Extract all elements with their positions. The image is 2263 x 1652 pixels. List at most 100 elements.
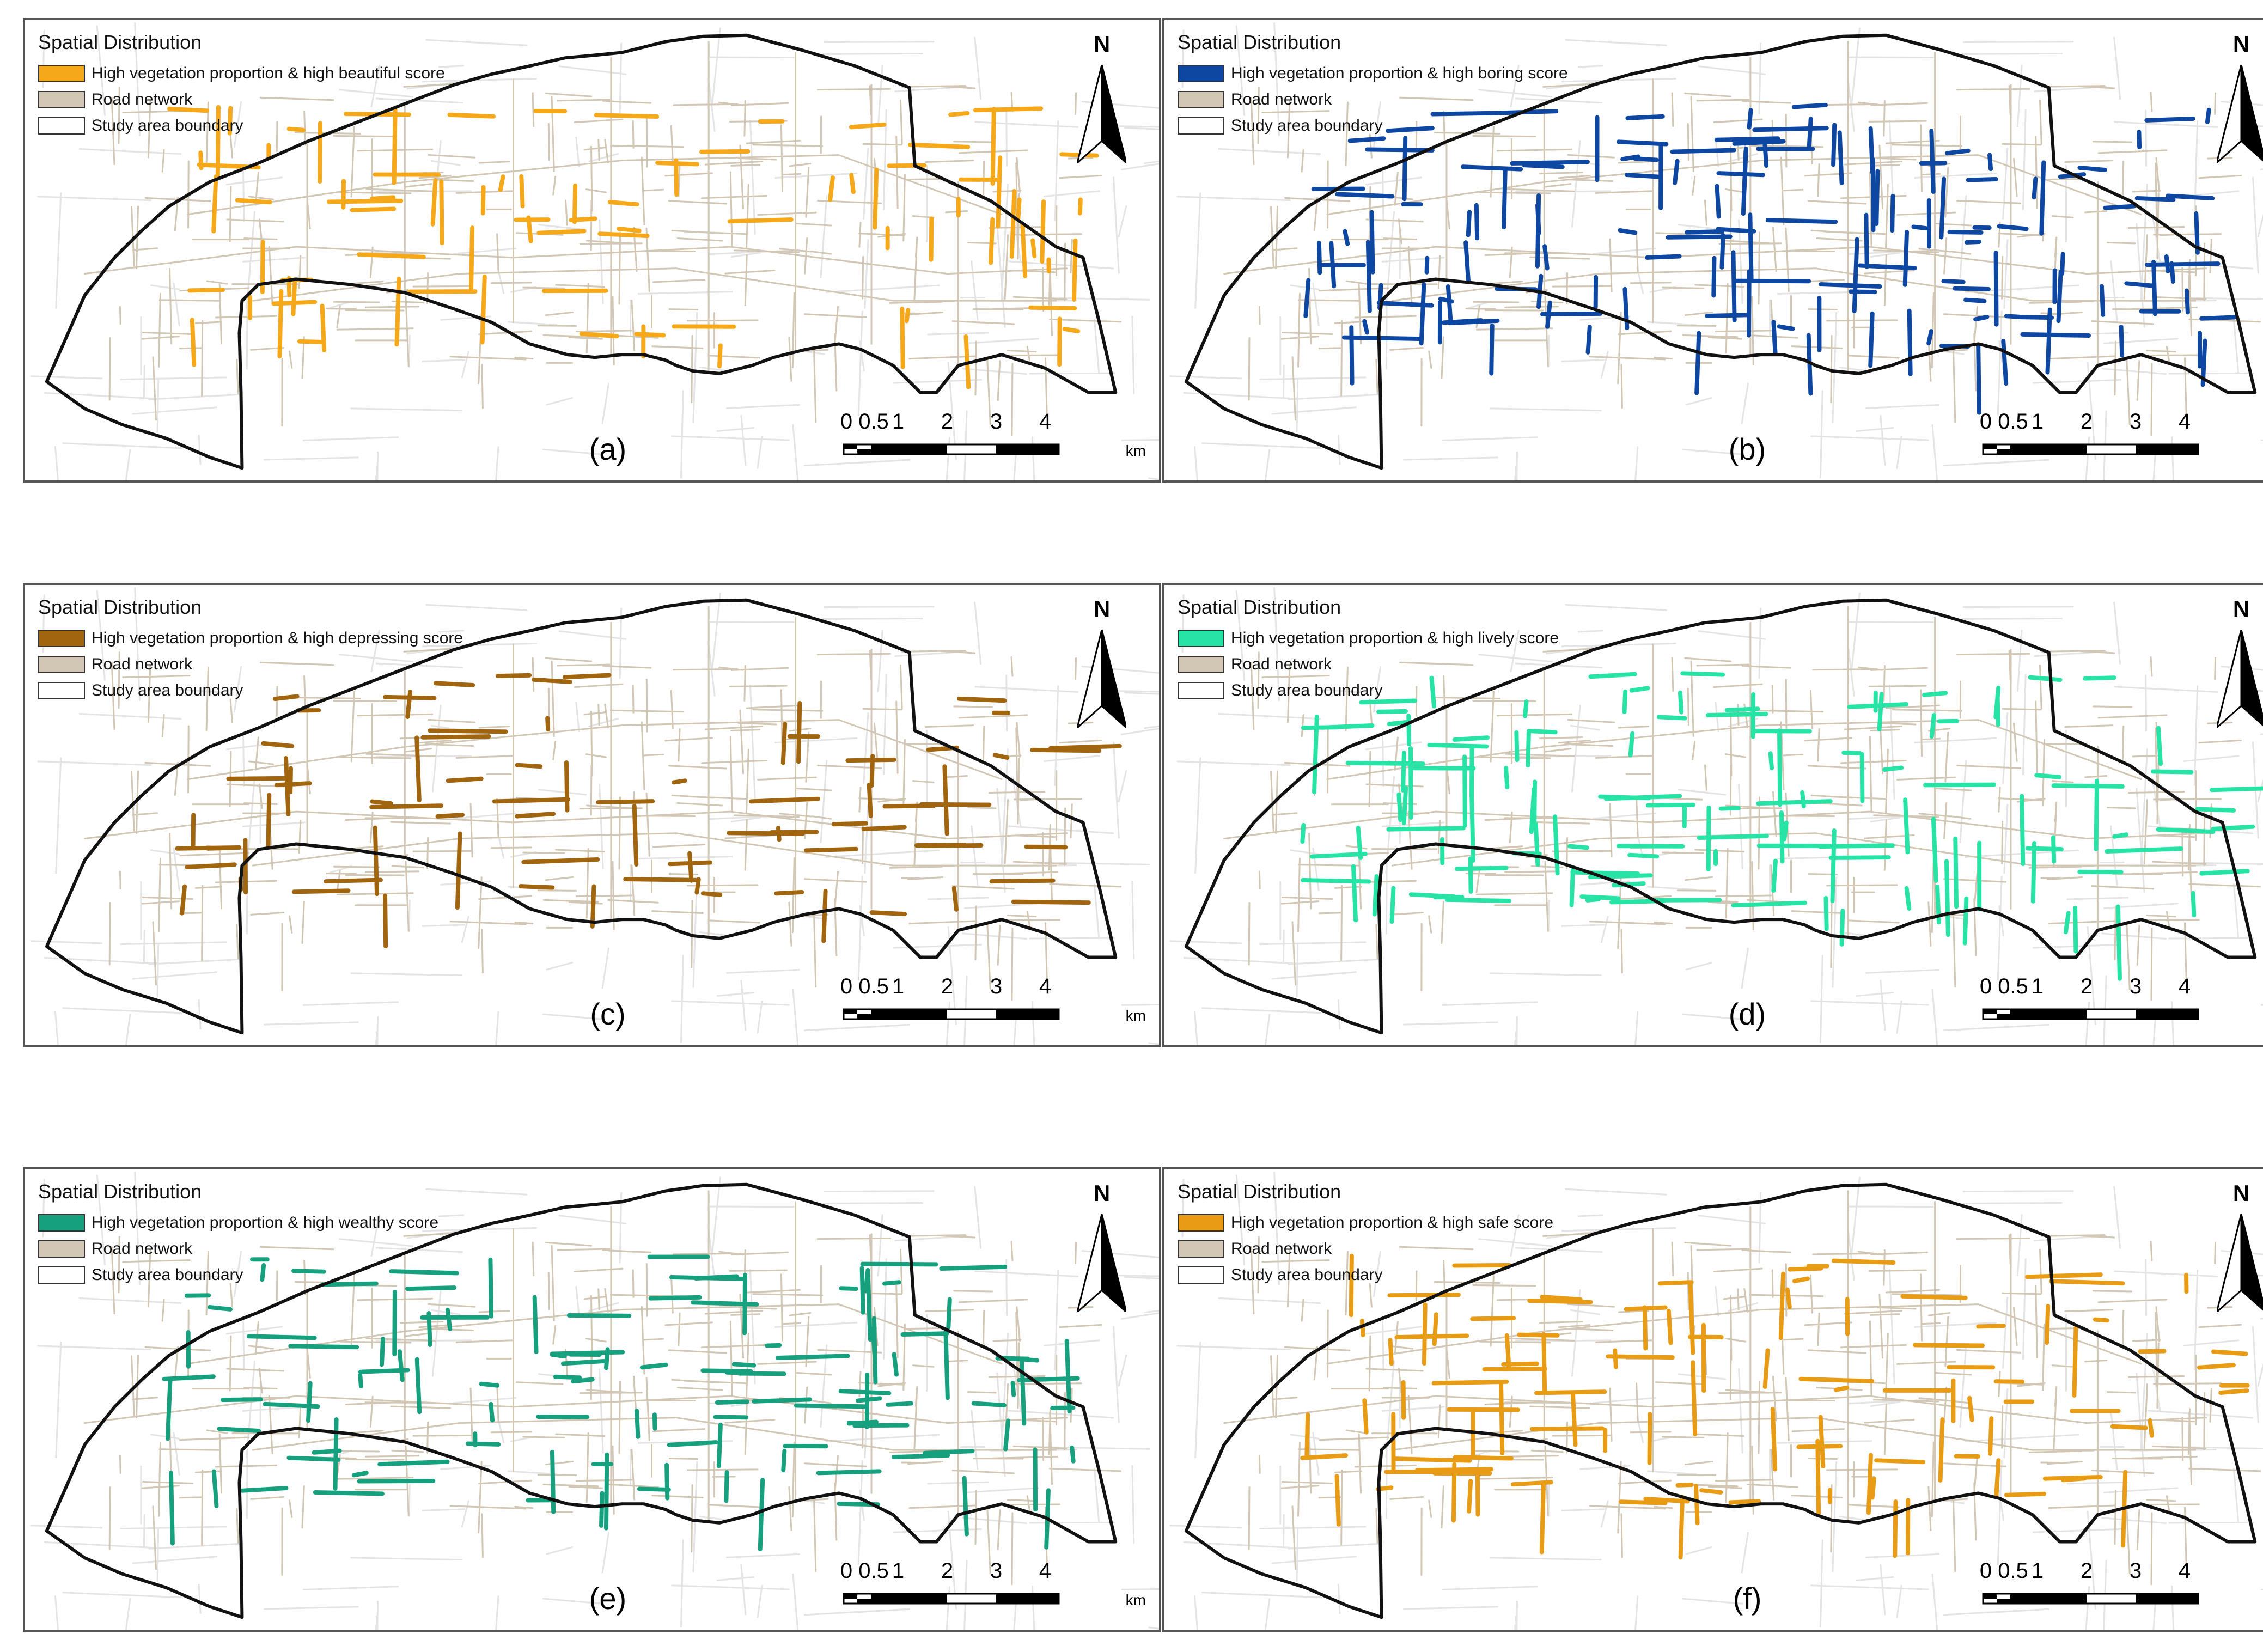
- highlight-segment: [603, 1347, 610, 1370]
- road-segment: [142, 1480, 194, 1484]
- highlight-segment: [185, 862, 237, 869]
- road-segment: [895, 700, 899, 774]
- road-segment: [301, 1485, 305, 1529]
- road-segment: [2188, 1467, 2261, 1472]
- road-segment: [645, 792, 650, 857]
- road-segment: [306, 198, 311, 229]
- road-segment: [532, 1241, 535, 1277]
- highlight-segment: [468, 225, 475, 291]
- background-road: [376, 1016, 379, 1045]
- road-segment: [1368, 1335, 1371, 1392]
- road-segment: [2084, 775, 2108, 778]
- road-segment: [1589, 356, 1666, 361]
- road-segment: [925, 724, 974, 728]
- background-road: [1259, 1526, 1367, 1530]
- road-segment: [1877, 722, 1917, 726]
- background-road: [1271, 406, 1357, 415]
- background-road: [1634, 1011, 1639, 1045]
- road-segment: [2122, 1310, 2125, 1345]
- road-segment: [1840, 1344, 1907, 1349]
- background-road: [1029, 372, 1115, 375]
- background-road: [1118, 770, 1127, 802]
- road-segment: [2042, 742, 2084, 746]
- north-label: N: [2232, 596, 2250, 621]
- road-segment: [1684, 1241, 1732, 1247]
- highlight-segment: [1645, 254, 1682, 260]
- road-segment: [1340, 320, 1343, 397]
- highlight-segment: [286, 1455, 341, 1462]
- highlight-segment: [971, 1401, 1007, 1407]
- road-segment: [1707, 1485, 1742, 1489]
- background-road: [2193, 120, 2199, 221]
- road-segment: [1530, 300, 1564, 304]
- road-segment: [218, 849, 223, 910]
- background-road: [1381, 1316, 1384, 1371]
- road-segment: [2155, 1419, 2195, 1423]
- background-road: [1600, 1500, 1609, 1528]
- highlight-segment: [1498, 1380, 1505, 1456]
- road-segment: [788, 901, 792, 947]
- highlight-segment: [1680, 671, 1725, 677]
- background-road: [1054, 685, 1059, 786]
- background-road: [1997, 310, 2003, 416]
- road-segment: [1010, 1240, 1014, 1261]
- road-segment: [2152, 1445, 2207, 1449]
- background-road: [1478, 1238, 1553, 1247]
- road-segment: [1445, 198, 1450, 229]
- road-segment: [1636, 233, 1639, 272]
- background-road: [725, 1553, 800, 1558]
- road-segment: [651, 345, 704, 350]
- highlight-segment: [1553, 814, 1560, 876]
- road-segment: [1931, 1441, 1935, 1518]
- road-segment: [350, 1275, 355, 1347]
- scale-tick: 0.5: [1998, 410, 2028, 434]
- highlight-segment: [1688, 1282, 1695, 1355]
- background-road: [453, 812, 517, 820]
- road-segment: [152, 921, 157, 986]
- background-road: [376, 1600, 379, 1630]
- road-segment: [652, 844, 706, 848]
- highlight-segment: [2191, 891, 2197, 918]
- road-segment: [1878, 144, 1884, 210]
- highlight-segment: [939, 1264, 1008, 1271]
- road-segment: [1389, 346, 1424, 351]
- road-segment: [1297, 292, 1301, 368]
- highlight-segment: [1817, 843, 1895, 849]
- background-road: [1943, 1023, 2049, 1032]
- background-road: [1943, 459, 2049, 467]
- road-segment: [1375, 358, 1378, 394]
- road-segment: [2150, 91, 2153, 112]
- road-segment: [862, 143, 902, 146]
- background-road: [803, 1608, 910, 1616]
- background-road: [1959, 760, 1967, 843]
- background-road: [370, 630, 380, 673]
- highlight-segment: [2099, 284, 2106, 317]
- road-segment: [1743, 1288, 1748, 1313]
- road-segment: [2150, 1512, 2153, 1586]
- background-road: [1741, 947, 1749, 989]
- background-road: [350, 407, 462, 412]
- road-segment: [1704, 764, 1707, 791]
- road-segment: [1892, 709, 1963, 712]
- road-segment: [478, 895, 533, 900]
- background-road: [1851, 27, 1861, 105]
- background-road: [2252, 176, 2259, 274]
- highlight-segment: [996, 155, 1003, 229]
- background-road: [1515, 662, 1603, 669]
- road-segment: [1973, 1482, 1977, 1541]
- background-road: [495, 446, 499, 480]
- road-segment: [1812, 1252, 1877, 1255]
- background-road: [1271, 1556, 1357, 1564]
- highlight-segment: [1728, 1499, 1761, 1505]
- background-road: [971, 825, 979, 886]
- road-segment: [2028, 1450, 2082, 1453]
- background-road: [2183, 1339, 2240, 1347]
- road-segment: [668, 200, 727, 205]
- background-road: [1288, 958, 1382, 965]
- road-segment: [731, 102, 789, 106]
- road-segment: [862, 708, 902, 711]
- background-road: [1681, 448, 1743, 455]
- highlight-segment: [1349, 1253, 1354, 1318]
- highlight-segment: [1542, 244, 1550, 271]
- highlight-segment: [776, 826, 782, 842]
